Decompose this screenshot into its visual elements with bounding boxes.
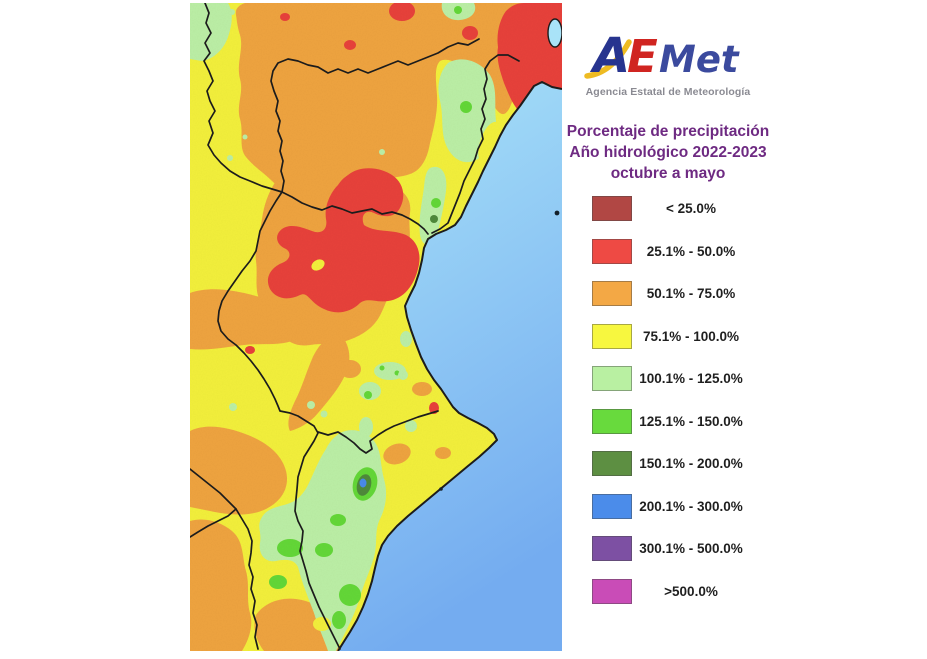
bay [547, 18, 562, 48]
logo-letters-met: Met [659, 38, 740, 81]
legend-label: 50.1% - 75.0% [646, 286, 736, 301]
legend-item: 50.1% - 75.0% [592, 281, 792, 306]
legend-swatch [592, 409, 632, 434]
legend-label: 300.1% - 500.0% [639, 541, 743, 556]
logo-letter-e: E [627, 30, 658, 83]
island-dots [439, 210, 560, 491]
legend-item: 200.1% - 300.0% [592, 494, 792, 519]
title-line-1: Porcentaje de precipitación [566, 123, 770, 140]
legend-swatch [592, 281, 632, 306]
legend-label: 125.1% - 150.0% [639, 414, 743, 429]
sea [338, 82, 562, 651]
legend-label: >500.0% [664, 584, 718, 599]
legend-item: 125.1% - 150.0% [592, 409, 792, 434]
legend-label: 150.1% - 200.0% [639, 456, 743, 471]
legend-item: >500.0% [592, 579, 792, 604]
admin-borders [190, 3, 520, 650]
logo-swoosh-icon [584, 39, 632, 79]
logo-letter-a: A [589, 28, 630, 84]
legend-label: 200.1% - 300.0% [639, 499, 743, 514]
legend-label: 25.1% - 50.0% [646, 244, 736, 259]
legend-swatch [592, 366, 632, 391]
legend-swatch [592, 494, 632, 519]
legend-swatch [592, 196, 632, 221]
legend-swatch [592, 451, 632, 476]
legend-item: 25.1% - 50.0% [592, 239, 792, 264]
legend-item: 75.1% - 100.0% [592, 324, 792, 349]
legend-item: < 25.0% [592, 196, 792, 221]
precipitation-map [190, 3, 562, 651]
title-line-2: Año hidrológico 2022-2023 [569, 144, 767, 161]
legend-label: < 25.0% [666, 201, 716, 216]
logo-subtitle: Agencia Estatal de Meteorología [585, 86, 751, 98]
aemet-logo: A E Met [584, 28, 740, 84]
legend-swatch [592, 536, 632, 561]
legend-swatch [592, 579, 632, 604]
legend-item: 100.1% - 125.0% [592, 366, 792, 391]
map-canvas [190, 3, 562, 651]
title-line-3: octubre a mayo [610, 165, 726, 182]
coastline [337, 81, 562, 651]
legend-swatch [592, 324, 632, 349]
legend-swatch [592, 239, 632, 264]
legend-item: 150.1% - 200.0% [592, 451, 792, 476]
legend-label: 100.1% - 125.0% [639, 371, 743, 386]
legend-label: 75.1% - 100.0% [642, 329, 740, 344]
map-title: Porcentaje de precipitación Año hidrológ… [563, 121, 773, 184]
legend-item: 300.1% - 500.0% [592, 536, 792, 561]
